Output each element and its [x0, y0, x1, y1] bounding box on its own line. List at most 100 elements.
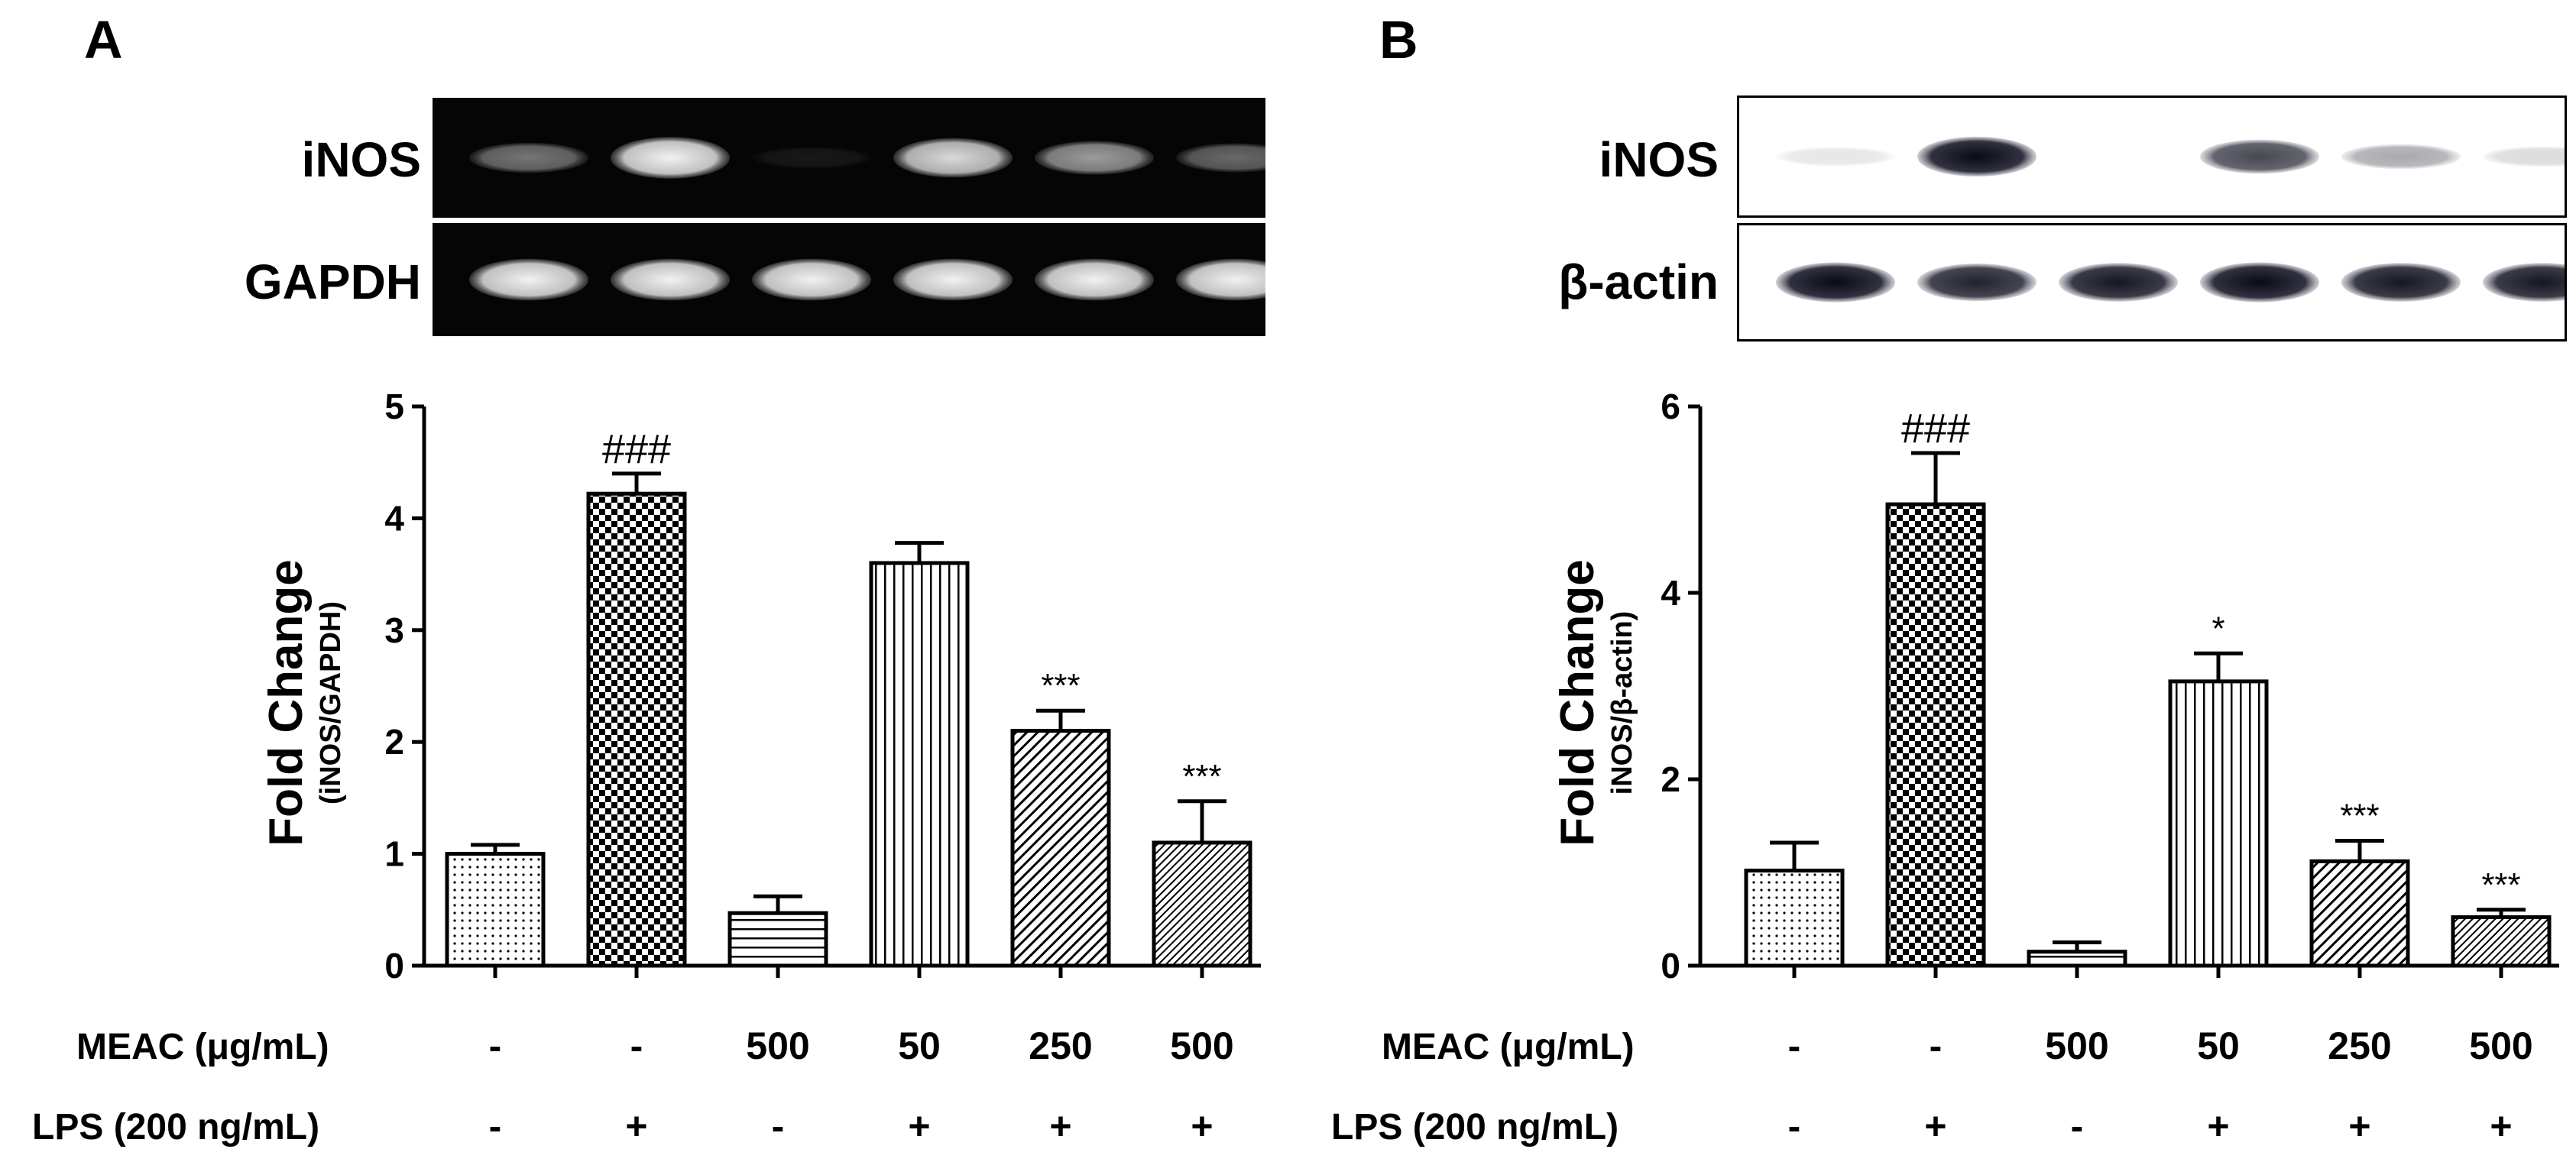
meac-value-b-1: - — [1787, 1024, 1801, 1067]
chart-b-y-axis-subtitle: iNOS/β-actin) — [1606, 611, 1638, 795]
chart-b-bar — [2027, 950, 2127, 968]
lps-label-a: LPS (200 ng/mL) — [32, 1107, 320, 1147]
blot-label-gapdh: GAPDH — [244, 254, 421, 309]
chart-b-y-tick-label: 4 — [1661, 573, 1680, 613]
wb-strip-beta-actin — [1737, 223, 2576, 341]
chart-a-bar-group-1 — [445, 843, 546, 978]
chart-b-significance-label: *** — [2481, 866, 2520, 904]
meac-value-a-3: 500 — [746, 1024, 810, 1067]
gel-inos-bands — [469, 137, 1295, 179]
wb-inos-bands — [1776, 137, 2576, 176]
chart-a-bar-group-4 — [869, 541, 970, 978]
lps-value-a-3: - — [771, 1105, 785, 1147]
inos-b-band-5 — [2341, 144, 2461, 170]
chart-a-bar-group-5: *** — [1010, 667, 1111, 978]
chart-a-bar — [727, 911, 828, 968]
chart-a-bar-group-2: ### — [586, 426, 687, 978]
chart-a-y-tick-label: 1 — [384, 834, 404, 874]
inos-b-band-4 — [2200, 139, 2319, 174]
gapdh-band-5 — [1035, 258, 1154, 301]
beta-actin-band-5 — [2341, 263, 2461, 302]
chart-a-y-tick-label: 2 — [384, 722, 404, 762]
chart-a-bar — [1010, 729, 1111, 968]
gel-strip-gapdh — [433, 223, 1295, 336]
panel-letter-a: A — [84, 10, 123, 70]
chart-b-bar — [2168, 679, 2269, 968]
meac-value-a-6: 500 — [1170, 1024, 1234, 1067]
meac-value-b-3: 500 — [2045, 1024, 2109, 1067]
meac-value-a-5: 250 — [1029, 1024, 1093, 1067]
chart-b-bar-group-5: *** — [2309, 798, 2410, 978]
beta-actin-band-6 — [2483, 263, 2576, 302]
beta-actin-band-3 — [2059, 263, 2178, 302]
lps-value-a-2: + — [625, 1105, 648, 1147]
gapdh-band-2 — [611, 258, 730, 301]
panel-letter-b: B — [1379, 10, 1418, 70]
chart-a-bar — [1152, 840, 1252, 968]
chart-b-bar-group-1 — [1744, 840, 1845, 978]
beta-actin-band-2 — [1917, 264, 2036, 301]
meac-label-a: MEAC (μg/mL) — [76, 1027, 329, 1067]
chart-a-y-tick-label: 5 — [384, 387, 404, 426]
beta-actin-band-4 — [2200, 262, 2319, 303]
lps-value-b-2: + — [1924, 1105, 1947, 1147]
inos-a-band-1 — [469, 142, 588, 173]
lps-value-b-1: - — [1787, 1105, 1801, 1147]
chart-b-significance-label: ### — [1901, 406, 1970, 452]
meac-value-a-2: - — [630, 1024, 643, 1067]
meac-value-a-1: - — [488, 1024, 502, 1067]
meac-value-b-5: 250 — [2328, 1024, 2392, 1067]
chart-a-bar — [445, 852, 546, 968]
meac-label-b: MEAC (μg/mL) — [1382, 1027, 1635, 1067]
lps-value-b-4: + — [2207, 1105, 2230, 1147]
chart-b-bar-group-6: *** — [2451, 866, 2552, 978]
chart-b-y-tick-label: 6 — [1661, 387, 1680, 426]
gel-strip-inos — [433, 98, 1295, 218]
inos-a-band-2 — [611, 137, 730, 179]
chart-a-significance-label: *** — [1182, 758, 1221, 795]
blot-label-inos-a: iNOS — [301, 132, 421, 187]
gapdh-band-4 — [893, 258, 1013, 301]
gapdh-band-1 — [469, 258, 588, 301]
inos-b-band-1 — [1776, 147, 1895, 167]
inos-b-band-2 — [1917, 137, 2036, 176]
lps-label-b: LPS (200 ng/mL) — [1331, 1107, 1619, 1147]
chart-a-y-axis-title: Fold Change — [260, 559, 313, 846]
lps-value-b-6: + — [2490, 1105, 2513, 1147]
wb-beta-actin-bands — [1776, 262, 2576, 303]
meac-value-a-4: 50 — [898, 1024, 941, 1067]
blot-label-inos-b: iNOS — [1599, 132, 1719, 187]
inos-a-band-5 — [1035, 141, 1154, 175]
blot-label-beta-actin: β-actin — [1558, 254, 1719, 309]
chart-b-bar-group-3 — [2027, 940, 2127, 978]
lps-value-b-3: - — [2070, 1105, 2084, 1147]
lps-value-a-6: + — [1191, 1105, 1213, 1147]
gapdh-band-3 — [752, 258, 871, 301]
gapdh-band-6 — [1176, 258, 1295, 301]
chart-a-y-tick-label: 3 — [384, 610, 404, 650]
lps-value-b-5: + — [2348, 1105, 2371, 1147]
chart-b-bar — [1885, 502, 1986, 968]
lps-value-a-4: + — [908, 1105, 931, 1147]
chart-b-bar — [2309, 859, 2410, 968]
chart-b-significance-label: *** — [2340, 798, 2379, 835]
lps-value-a-1: - — [488, 1105, 502, 1147]
chart-a-significance-label: *** — [1041, 667, 1080, 704]
wb-strip-inos — [1737, 95, 2576, 218]
inos-a-band-4 — [893, 138, 1013, 178]
chart-b-y-tick-label: 0 — [1661, 946, 1680, 986]
chart-b-y-tick-label: 2 — [1661, 759, 1680, 799]
meac-value-b-2: - — [1929, 1024, 1943, 1067]
inos-b-band-6 — [2483, 146, 2576, 167]
chart-a-significance-label: ### — [602, 426, 671, 472]
gel-gapdh-bands — [469, 258, 1295, 301]
chart-b-bar — [2451, 915, 2552, 968]
chart-a-bar-group-6: *** — [1152, 758, 1252, 978]
chart-a-y-tick-label: 4 — [384, 498, 404, 538]
meac-value-b-4: 50 — [2197, 1024, 2240, 1067]
chart-a-y-tick-label: 0 — [384, 946, 404, 986]
chart-b-y-axis-title: Fold Change — [1551, 559, 1604, 846]
inos-a-band-6 — [1176, 143, 1295, 173]
inos-a-band-3 — [752, 147, 871, 169]
